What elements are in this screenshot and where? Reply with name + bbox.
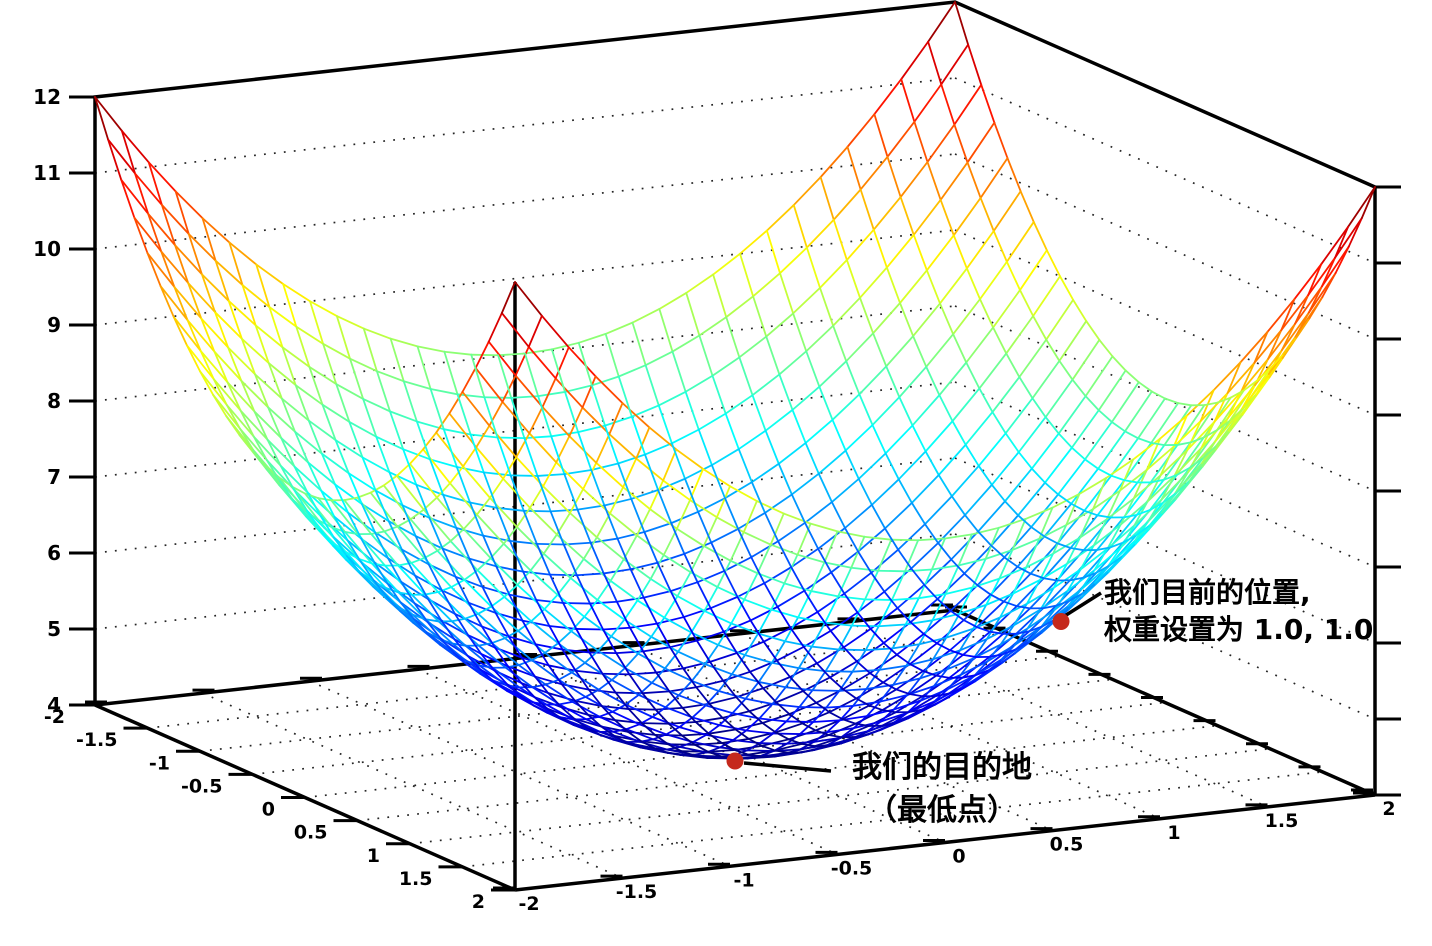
tick-label: -1.5 [76, 729, 118, 751]
tick-label: 5 [47, 617, 61, 641]
annotation-current-position: 我们目前的位置, 权重设置为 1.0, 1.0 [1104, 574, 1373, 648]
tick-label: 11 [33, 161, 61, 185]
tick-label: -0.5 [181, 775, 223, 797]
tick-label: 8 [47, 389, 61, 413]
tick-label: -1 [149, 752, 170, 774]
tick-label: -1 [733, 869, 754, 891]
annotation-destination-line2: （最低点） [867, 793, 1017, 828]
tick-label: 0 [952, 846, 965, 868]
tick-label: 6 [47, 541, 61, 565]
tick-label: 9 [47, 313, 61, 337]
current-position-marker [1052, 613, 1070, 630]
annotation-destination-line1: 我们的目的地 [852, 750, 1032, 785]
annotation-current-position-line2: 权重设置为 1.0, 1.0 [1104, 613, 1374, 646]
tick-label: 4 [47, 693, 61, 717]
tick-label: 2 [1382, 798, 1395, 820]
tick-label: 1 [1167, 822, 1180, 844]
tick-label: -1.5 [616, 881, 658, 903]
tick-label: 0.5 [1050, 834, 1084, 856]
tick-label: 1 [367, 845, 380, 867]
tick-label: 2 [472, 891, 485, 913]
tick-label: -2 [44, 706, 65, 728]
tick-label: -2 [518, 893, 539, 915]
tick-label: 12 [33, 85, 61, 109]
annotation-current-position-line1: 我们目前的位置, [1104, 576, 1311, 609]
tick-label: 0 [262, 799, 275, 821]
tick-label: 7 [47, 465, 61, 489]
destination-marker [726, 752, 744, 770]
tick-label: -0.5 [831, 857, 873, 879]
tick-label: 10 [33, 237, 61, 261]
tick-label: 0.5 [294, 822, 328, 844]
annotation-destination: 我们的目的地 （最低点） [836, 746, 1048, 832]
tick-label: 1.5 [399, 868, 433, 890]
tick-label: 1.5 [1265, 810, 1299, 832]
